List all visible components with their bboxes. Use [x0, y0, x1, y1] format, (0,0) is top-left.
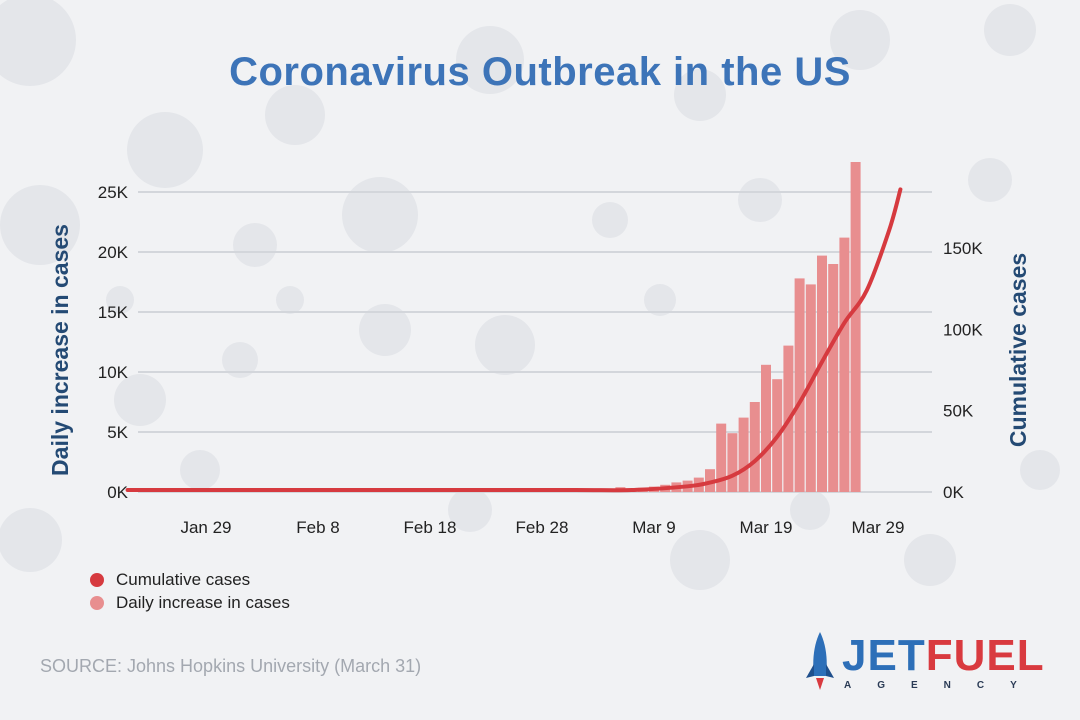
- left-axis-label: Daily increase in cases: [47, 224, 73, 476]
- daily-bar: [817, 255, 827, 492]
- right-axis-ticks: 0K 50K 100K 150K: [943, 239, 983, 502]
- x-tick-label: Feb 28: [516, 518, 569, 537]
- daily-bar: [716, 423, 727, 492]
- legend-swatch-cumulative: [90, 572, 104, 587]
- logo-subtitle: AGENCY: [844, 680, 1043, 691]
- x-tick-label: Mar 29: [852, 518, 905, 537]
- daily-bar: [805, 284, 816, 492]
- legend-label-cumulative: Cumulative cases: [116, 569, 251, 589]
- y-tick-label: 0K: [107, 483, 128, 502]
- source-note: SOURCE: Johns Hopkins University (March …: [40, 656, 422, 676]
- daily-bar: [794, 278, 805, 492]
- legend-label-daily: Daily increase in cases: [116, 592, 290, 612]
- y-tick-label: 20K: [98, 243, 129, 262]
- daily-bars: [570, 162, 861, 492]
- legend-swatch-daily: [90, 595, 104, 610]
- daily-bar: [738, 417, 749, 492]
- y2-tick-label: 0K: [943, 483, 964, 502]
- cumulative-line: [125, 187, 903, 493]
- daily-bar: [749, 402, 760, 492]
- x-tick-label: Feb 8: [296, 518, 339, 537]
- y-tick-label: 10K: [98, 363, 129, 382]
- right-axis-label: Cumulative cases: [1005, 253, 1031, 447]
- daily-bar: [839, 237, 850, 492]
- daily-bar: [727, 433, 738, 492]
- logo-wordmark: JETFUEL: [842, 634, 1045, 678]
- daily-bar: [761, 364, 771, 492]
- logo-part-fuel: FUEL: [925, 631, 1045, 680]
- x-axis-ticks: Jan 29 Feb 8 Feb 18 Feb 28 Mar 9 Mar 19 Mar 29: [180, 518, 904, 537]
- x-tick-label: Feb 18: [404, 518, 457, 537]
- logo-part-jet: JET: [842, 631, 926, 680]
- daily-bar: [850, 162, 861, 492]
- y2-tick-label: 100K: [943, 320, 983, 339]
- x-tick-label: Mar 9: [632, 518, 675, 537]
- jetfuel-logo: JETFUEL AGENCY: [802, 630, 1062, 700]
- rocket-icon: [806, 632, 834, 690]
- y-tick-label: 15K: [98, 303, 129, 322]
- chart-legend: Cumulative cases Daily increase in cases: [90, 568, 290, 614]
- daily-bar: [828, 264, 839, 492]
- x-tick-label: Jan 29: [180, 518, 231, 537]
- y-tick-label: 25K: [98, 183, 129, 202]
- page-title: Coronavirus Outbreak in the US: [229, 50, 851, 94]
- y-tick-label: 5K: [107, 423, 128, 442]
- legend-item-cumulative: Cumulative cases: [90, 568, 290, 591]
- legend-item-daily: Daily increase in cases: [90, 591, 290, 614]
- x-tick-label: Mar 19: [740, 518, 793, 537]
- y2-tick-label: 50K: [943, 402, 974, 421]
- y2-tick-label: 150K: [943, 239, 983, 258]
- left-axis-ticks: 0K 5K 10K 15K 20K 25K: [98, 183, 129, 502]
